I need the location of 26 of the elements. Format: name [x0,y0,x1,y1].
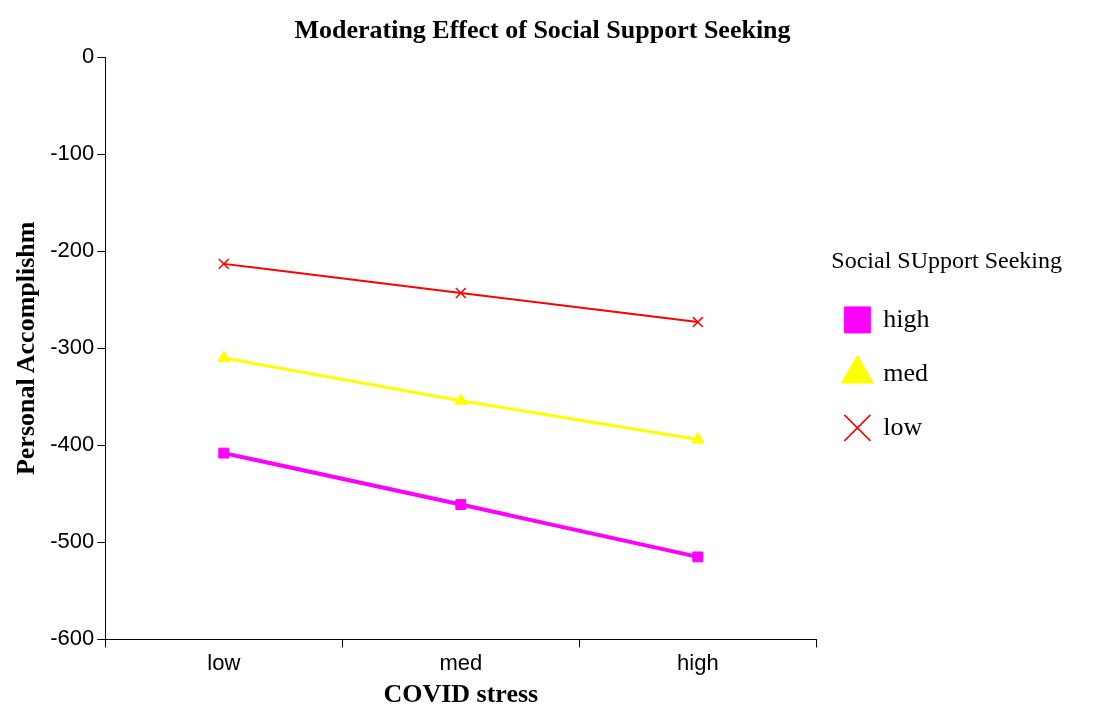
y-tick-label: -400 [50,431,95,457]
legend-label: low [883,411,923,441]
x-tick-label: high [677,649,719,675]
y-tick-label: -100 [50,140,95,166]
point [454,393,468,405]
chart-title: Moderating Effect of Social Support Seeking [294,15,791,45]
y-tick-label: -600 [50,625,95,651]
x-axis-title: COVID stress [383,679,539,709]
y-axis-title: Personal Accomplishm [11,221,41,476]
point [692,551,704,563]
x-tick-label: med [439,649,483,675]
y-tick-label: -300 [50,334,95,360]
legend-label: med [883,357,929,387]
legend-label: high [883,303,930,333]
x-tick-label: low [207,649,241,675]
y-tick-label: -200 [50,237,95,263]
point [218,258,230,270]
legend-title: Social SUpport Seeking [831,247,1062,274]
point [218,447,230,459]
point [455,499,467,510]
point [455,287,467,299]
y-tick-label: -500 [50,528,95,554]
y-tick-label: 0 [81,43,95,69]
point [691,432,705,444]
point [217,350,231,362]
point [692,316,704,328]
